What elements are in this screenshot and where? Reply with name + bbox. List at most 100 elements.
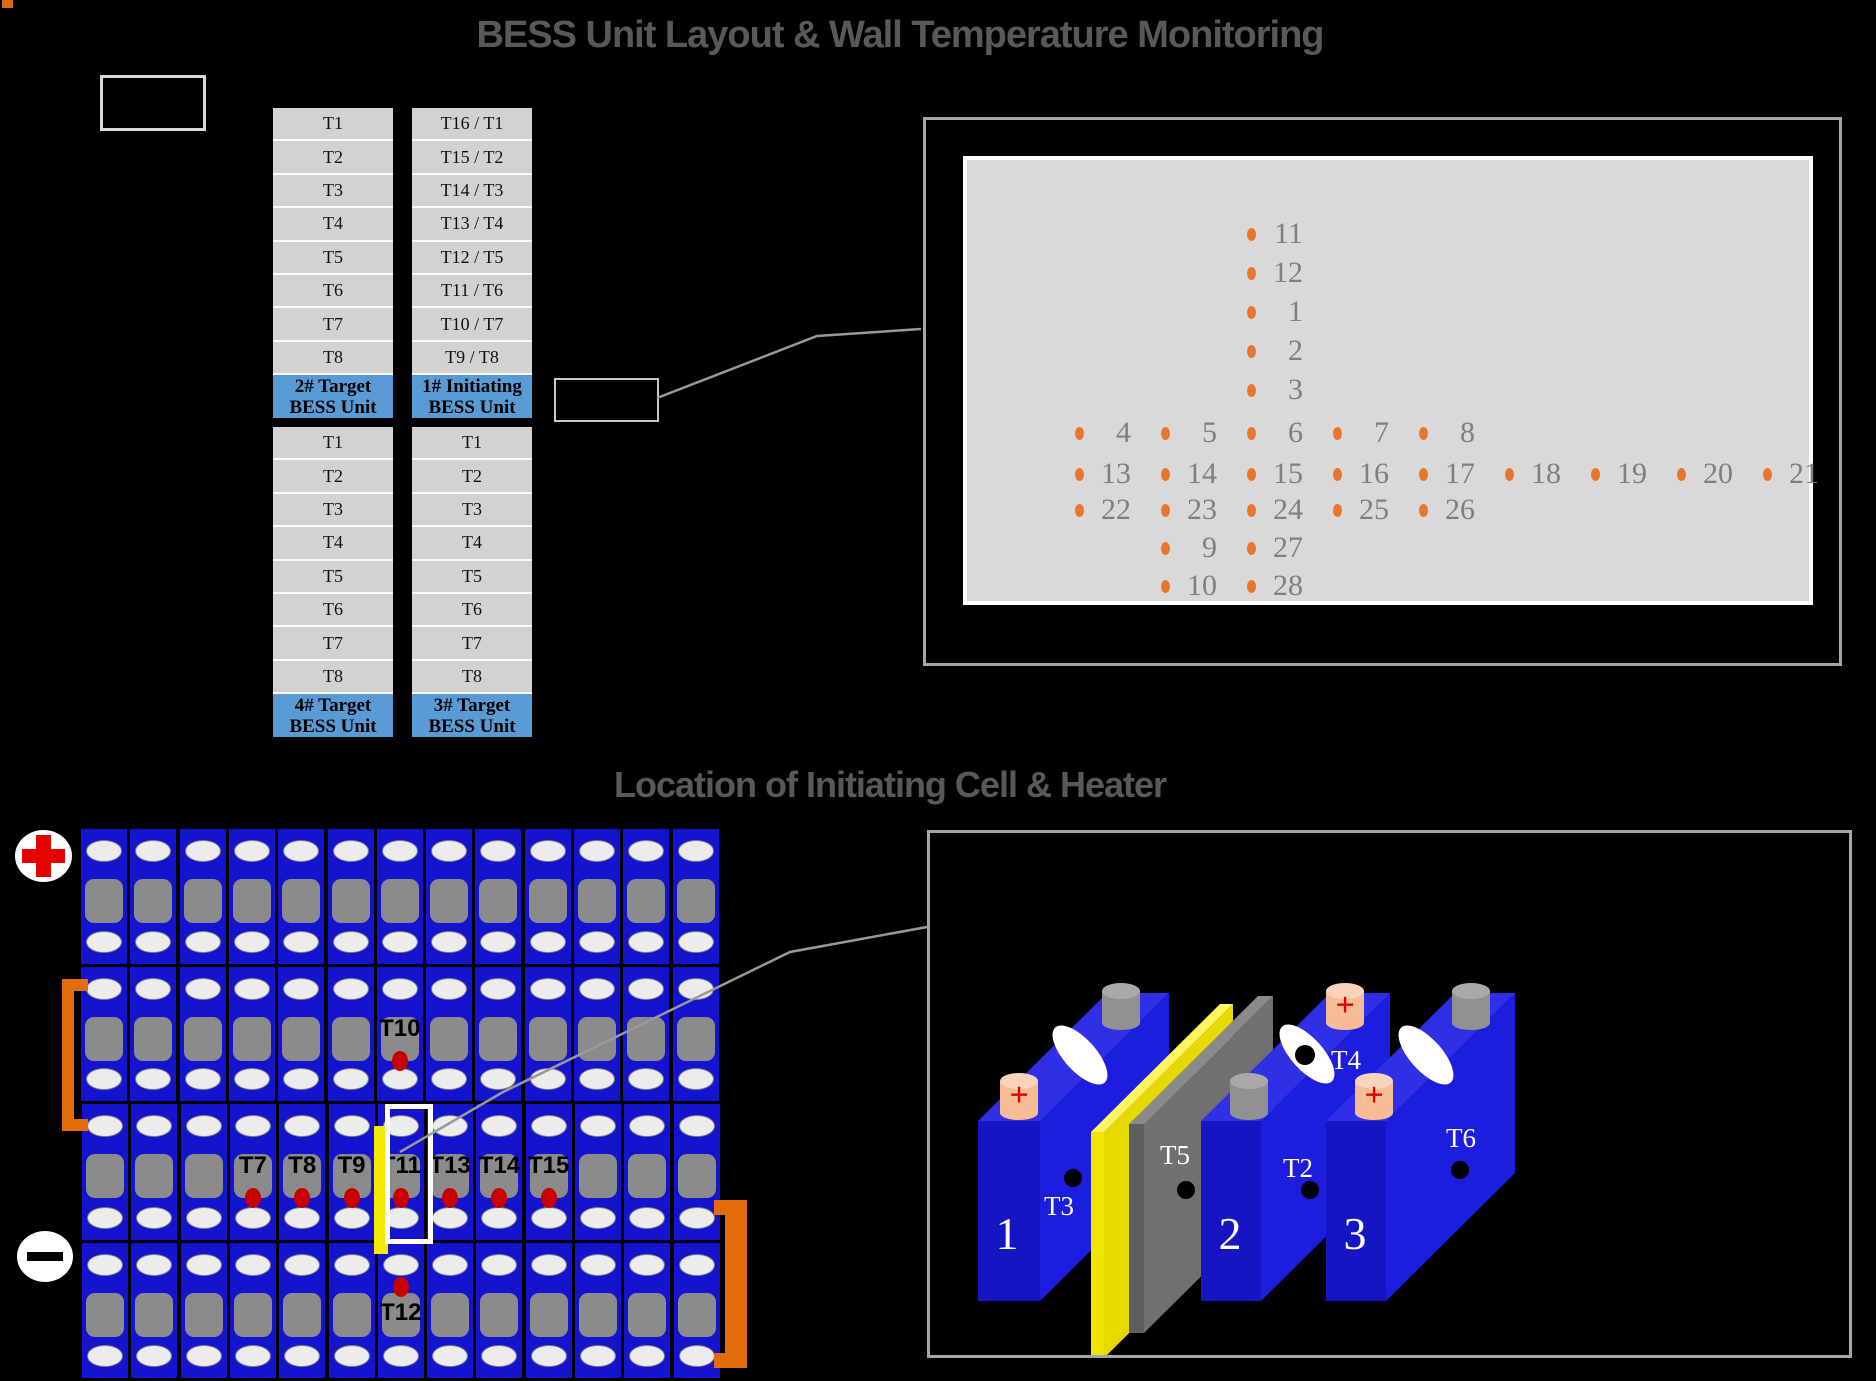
cell-top-vent (184, 978, 221, 1000)
wall-sensor-number: 10 (1187, 569, 1217, 602)
header-line1: 1# Initiating (422, 375, 522, 397)
cell-body-pad (232, 1017, 271, 1061)
temp-sensor-cell: T4 (273, 208, 393, 242)
wall-sensor-number: 21 (1789, 457, 1819, 490)
cell-body-pad (135, 1293, 174, 1337)
battery-cell: T10 (376, 967, 423, 1101)
wall-sensor-number: 20 (1703, 457, 1733, 490)
temp-sensor-cell: T8 (412, 660, 532, 695)
cell-bottom-vent (530, 1345, 567, 1367)
cell-bottom-vent (432, 1345, 469, 1367)
pack-sensor-label: T10 (379, 1015, 421, 1042)
cell-bottom-vent (677, 931, 714, 953)
cell-body-pad (627, 879, 666, 923)
temp-sensor-cell: T8 (273, 341, 393, 376)
terminal-positive-base (1326, 1016, 1364, 1030)
cell-bottom-vent (381, 1068, 418, 1090)
initiating-cell-highlight-box (385, 1104, 433, 1244)
temp-sensor-cell: T3 (273, 174, 393, 209)
wall-sensor-dot (1247, 542, 1256, 555)
cell-top-vent (381, 978, 418, 1000)
terminal-neutral-base (1102, 1016, 1140, 1030)
cell-bottom-vent (628, 1068, 665, 1090)
cell-top-vent (185, 1254, 222, 1276)
cell-top-vent (332, 840, 369, 862)
wall-sensor-dot (1075, 504, 1084, 517)
cell-1-logo-oval (1052, 1025, 1108, 1085)
cell-bottom-vent (678, 1345, 715, 1367)
terminal-neutral-base (1230, 1106, 1268, 1120)
cell-top-vent (678, 1254, 715, 1276)
temp-sensor-cell: T6 (273, 594, 393, 628)
wall-sensor-dot (1161, 427, 1170, 440)
pack-sensor-label: T12 (380, 1299, 422, 1326)
temp-sensor-cell: T13 / T4 (412, 208, 532, 242)
callout-box (554, 378, 659, 422)
sensor-dot-T6 (1451, 1161, 1469, 1179)
cell-top-vent (283, 840, 320, 862)
battery-cell (81, 829, 127, 964)
cell-top-vent (381, 840, 418, 862)
cell-bottom-vent (284, 1207, 321, 1229)
battery-cell (229, 1243, 276, 1378)
cell-body-pad (579, 1293, 617, 1337)
cell-top-vent (185, 1115, 222, 1137)
battery-cell (623, 829, 670, 964)
cell-top-vent (86, 978, 122, 1000)
wall-sensor-dot (1247, 504, 1256, 517)
cell-top-vent (678, 1115, 715, 1137)
temp-sensor-cell: T11 / T6 (412, 275, 532, 309)
battery-cell (278, 967, 325, 1101)
wall-sensor-number: 12 (1273, 256, 1303, 289)
cell-body-pad (677, 1293, 716, 1337)
pack-sensor-label: T8 (288, 1152, 317, 1179)
sensor-label-T2: T2 (1283, 1153, 1313, 1183)
cell-top-vent (530, 1115, 567, 1137)
temp-sensor-cell: T16 / T1 (412, 108, 532, 142)
cell-3-logo-oval (1398, 1025, 1454, 1085)
heater-strip (374, 1126, 388, 1254)
wall-sensor-number: 23 (1187, 493, 1217, 526)
legend-box (100, 75, 206, 131)
cell-bottom-vent (86, 1068, 122, 1090)
battery-cell (278, 829, 325, 964)
cell-body-pad (480, 1293, 519, 1337)
temp-sensor-cell: T4 (412, 527, 532, 561)
battery-cell (130, 829, 177, 964)
battery-cell (130, 967, 177, 1101)
spacer-plate-front (1129, 1124, 1144, 1333)
cell-bottom-vent (332, 1068, 369, 1090)
pack-sensor-label: T9 (337, 1152, 366, 1179)
wall-sensor-dot (1419, 504, 1428, 517)
bess-unit-header-unit4: 4# Target BESS Unit (273, 694, 393, 738)
temp-sensor-cell: T7 (412, 627, 532, 661)
wall-sensor-dot (1333, 468, 1342, 481)
sensor-label-T6: T6 (1446, 1123, 1476, 1153)
battery-cell (624, 1243, 671, 1378)
cell-bottom-vent (381, 931, 418, 953)
wall-sensor-number: 19 (1617, 457, 1647, 490)
battery-cell (82, 1104, 128, 1240)
cell-body-pad (430, 1017, 469, 1061)
wall-sensor-dot (1333, 504, 1342, 517)
temp-sensor-cell: T2 (412, 460, 532, 494)
cell-body-pad (676, 879, 715, 923)
cell-body-pad (528, 1017, 567, 1061)
header-line1: 2# Target (294, 375, 372, 397)
cell-bottom-vent (135, 931, 172, 953)
cell-bottom-vent (86, 931, 122, 953)
wall-sensor-dot (1419, 468, 1428, 481)
bess-unit-header-unit2: 2# Target BESS Unit (273, 375, 393, 419)
cell-body-pad (380, 879, 419, 923)
battery-cell (575, 1104, 621, 1240)
wall-sensor-dot (1247, 228, 1256, 241)
temp-sensor-cell: T14 / T3 (412, 174, 532, 209)
battery-cell-3-front (1326, 1121, 1386, 1301)
temp-sensor-cell: T6 (273, 275, 393, 309)
cell-bottom-vent (234, 1345, 271, 1367)
cell-top-vent (580, 1254, 616, 1276)
plus-sign: + (1364, 1077, 1383, 1114)
cell-top-vent (677, 978, 714, 1000)
terminal-neutral-base (1452, 1016, 1490, 1030)
temp-sensor-cell: T1 (273, 427, 393, 461)
